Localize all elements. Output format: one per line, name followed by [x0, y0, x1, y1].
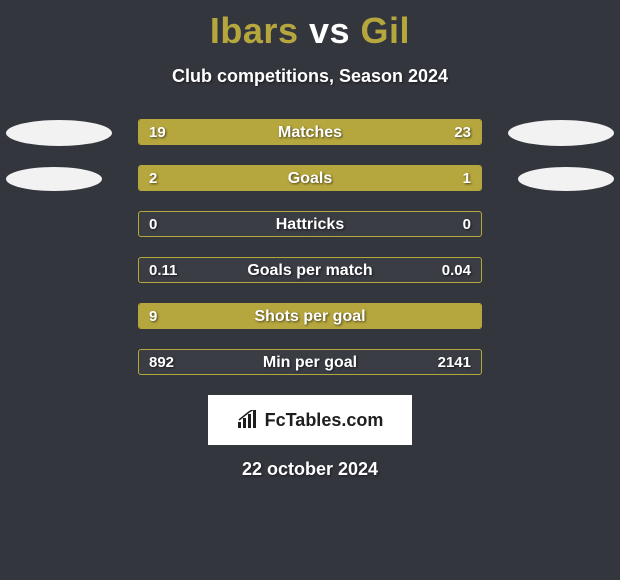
logo-text: FcTables.com: [265, 410, 384, 431]
stat-row: 9Shots per goal: [0, 303, 620, 331]
stat-row: 21Goals: [0, 165, 620, 193]
stat-label: Min per goal: [139, 350, 481, 374]
stat-row: 8922141Min per goal: [0, 349, 620, 377]
logo-box: FcTables.com: [208, 395, 412, 445]
comparison-card: Ibars vs Gil Club competitions, Season 2…: [0, 0, 620, 480]
stat-label: Goals per match: [139, 258, 481, 282]
stat-bar: 00Hattricks: [138, 211, 482, 237]
stat-label: Hattricks: [139, 212, 481, 236]
subtitle: Club competitions, Season 2024: [0, 66, 620, 87]
stat-rows: 1923Matches 21Goals 00Hattricks 0.110.04Goa…: [0, 119, 620, 377]
title: Ibars vs Gil: [0, 10, 620, 52]
stat-row: 00Hattricks: [0, 211, 620, 239]
stat-bar: 8922141Min per goal: [138, 349, 482, 375]
stat-bar: 9Shots per goal: [138, 303, 482, 329]
stat-label: Shots per goal: [139, 304, 481, 328]
title-player2: Gil: [361, 10, 411, 51]
player1-avatar: [6, 167, 102, 191]
footer-date: 22 october 2024: [0, 459, 620, 480]
stat-bar: 1923Matches: [138, 119, 482, 145]
stat-label: Matches: [139, 120, 481, 144]
chart-icon: [237, 410, 259, 430]
stat-row: 0.110.04Goals per match: [0, 257, 620, 285]
stat-label: Goals: [139, 166, 481, 190]
stat-bar: 21Goals: [138, 165, 482, 191]
title-player1: Ibars: [210, 10, 299, 51]
stat-row: 1923Matches: [0, 119, 620, 147]
player2-avatar: [508, 120, 614, 146]
stat-bar: 0.110.04Goals per match: [138, 257, 482, 283]
player1-avatar: [6, 120, 112, 146]
title-vs: vs: [309, 10, 350, 51]
player2-avatar: [518, 167, 614, 191]
